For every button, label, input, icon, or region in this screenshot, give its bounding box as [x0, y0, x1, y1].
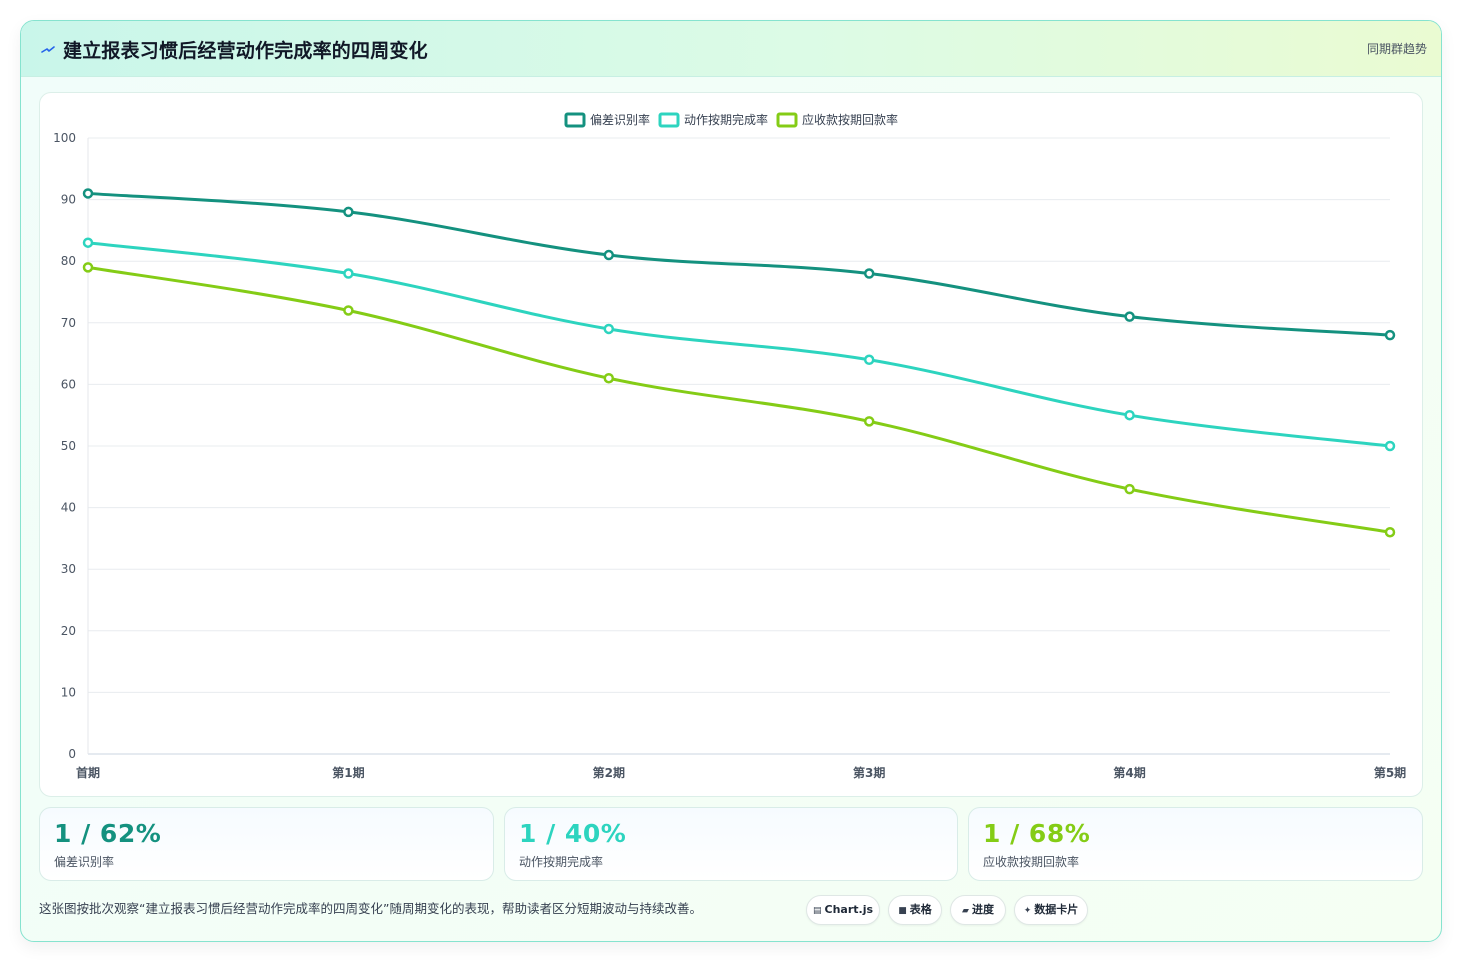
- series-line: [87, 191, 1391, 337]
- pill-datacard[interactable]: ✦ 数据卡片: [1014, 895, 1088, 925]
- chart-icon: ▤: [812, 906, 822, 916]
- data-point: [603, 249, 615, 261]
- x-tick-label: 第5期: [1374, 765, 1406, 780]
- page-title: 建立报表习惯后经营动作完成率的四周变化: [63, 40, 428, 62]
- pill-progress[interactable]: ▰ 进度: [950, 895, 1006, 925]
- stat-label: 偏差识别率: [54, 855, 115, 869]
- pill-table[interactable]: ■ 表格: [888, 895, 942, 925]
- x-tick-label: 第2期: [593, 765, 625, 780]
- data-point: [863, 416, 875, 427]
- y-tick-label: 40: [61, 501, 76, 515]
- legend-swatch: [658, 112, 680, 128]
- pill-label: 表格: [909, 903, 932, 916]
- y-tick-label: 60: [61, 377, 76, 391]
- stat-label: 应收款按期回款率: [983, 855, 1080, 869]
- data-point: [343, 305, 354, 316]
- stat-label: 动作按期完成率: [519, 855, 604, 869]
- pill-chartjs[interactable]: ▤ Chart.js: [806, 895, 880, 925]
- y-tick-label: 90: [61, 193, 76, 207]
- card-header: 建立报表习惯后经营动作完成率的四周变化 同期群趋势: [21, 21, 1441, 77]
- data-point: [1384, 440, 1396, 452]
- y-tick-label: 10: [61, 685, 76, 699]
- legend-label: 偏差识别率: [590, 112, 650, 127]
- stat-card-receivable: 1 / 68% 应收款按期回款率: [968, 807, 1423, 881]
- header-tag: 同期群趋势: [1366, 42, 1427, 56]
- y-tick-label: 30: [61, 562, 76, 576]
- stat-value: 1 / 62%: [54, 819, 162, 848]
- data-point: [863, 354, 875, 366]
- legend-swatch: [564, 112, 586, 128]
- data-point: [1384, 526, 1396, 538]
- data-point: [1124, 483, 1135, 495]
- legend-swatch: [776, 112, 798, 128]
- data-point: [82, 188, 94, 199]
- stat-value: 1 / 68%: [983, 819, 1091, 848]
- pill-label: 进度: [971, 903, 994, 916]
- sparkle-icon: ✦: [1023, 906, 1032, 916]
- y-tick-label: 100: [53, 131, 76, 145]
- stat-card-deviation: 1 / 62% 偏差识别率: [39, 807, 494, 881]
- series-line: [87, 265, 1391, 534]
- x-tick-label: 首期: [76, 765, 100, 780]
- y-tick-label: 70: [61, 316, 76, 330]
- footnote: 这张图按批次观察“建立报表习惯后经营动作完成率的四周变化”随周期变化的表现，帮助…: [39, 901, 702, 916]
- legend-label: 动作按期完成率: [684, 112, 768, 127]
- x-tick-label: 第3期: [853, 765, 885, 780]
- progress-icon: ▰: [962, 906, 969, 916]
- pill-label: Chart.js: [824, 903, 874, 916]
- data-point: [603, 372, 615, 384]
- series-line: [87, 241, 1391, 448]
- chart-panel: 0 10 20 30 40 50 60 70 80 90 100 首期 第1期 第2期 第3期 第4期 第5期 偏…: [39, 92, 1423, 797]
- data-point: [1384, 329, 1396, 341]
- stat-card-action: 1 / 40% 动作按期完成率: [504, 807, 958, 881]
- line-chart: 0 10 20 30 40 50 60 70 80 90 100 首期 第1期 第2期 第3期 第4期 第5期 偏…: [53, 112, 1406, 780]
- table-icon: ■: [898, 906, 907, 916]
- y-tick-label: 50: [61, 439, 76, 453]
- data-point: [343, 268, 354, 279]
- x-tick-label: 第1期: [332, 765, 364, 780]
- data-point: [1124, 409, 1135, 421]
- x-tick-label: 第4期: [1113, 765, 1145, 780]
- y-tick-label: 20: [61, 624, 76, 638]
- data-point: [343, 206, 354, 218]
- data-point: [1124, 311, 1135, 322]
- y-tick-label: 0: [68, 747, 76, 761]
- legend-label: 应收款按期回款率: [802, 112, 898, 127]
- data-point: [82, 262, 94, 273]
- trend-icon: [41, 46, 55, 53]
- data-point: [82, 237, 94, 248]
- pill-label: 数据卡片: [1034, 903, 1079, 916]
- data-point: [603, 323, 615, 335]
- data-point: [863, 268, 875, 279]
- y-tick-label: 80: [61, 254, 76, 268]
- stat-value: 1 / 40%: [519, 819, 627, 848]
- chart-card: 建立报表习惯后经营动作完成率的四周变化 同期群趋势 0 10 20 30 40 50 60 7…: [20, 20, 1442, 942]
